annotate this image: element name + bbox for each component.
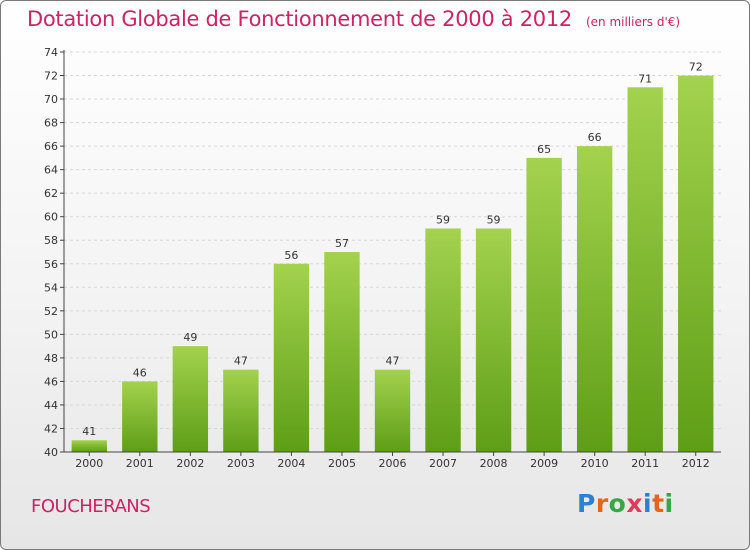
y-tick-label: 66 — [44, 140, 58, 153]
bar-value-label: 72 — [689, 61, 703, 74]
y-tick-label: 52 — [44, 305, 58, 318]
x-tick-label: 2004 — [277, 457, 305, 470]
bar — [172, 346, 209, 452]
x-tick-label: 2001 — [126, 457, 154, 470]
x-tick-label: 2008 — [480, 457, 508, 470]
y-tick-label: 72 — [44, 70, 58, 83]
title-text: Dotation Globale de Fonctionnement de 20… — [27, 7, 572, 31]
bars: 41 46 49 47 56 57 47 59 59 65 66 71 72 — [71, 61, 714, 452]
y-tick-label: 42 — [44, 422, 58, 435]
logo-letter: x — [626, 489, 643, 518]
bar-value-label: 59 — [436, 213, 450, 226]
bar-value-label: 57 — [335, 237, 349, 250]
x-axis: 2000 2001 2002 2003 2004 2005 2006 2007 2008 2009… — [64, 451, 721, 470]
y-tick-label: 62 — [44, 187, 58, 200]
x-tick-label: 2005 — [328, 457, 356, 470]
x-tick-label: 2003 — [227, 457, 255, 470]
commune-name: FOUCHERANS — [31, 496, 151, 517]
bar-value-label: 56 — [284, 249, 298, 262]
y-tick-label: 58 — [44, 234, 58, 247]
bar — [71, 440, 107, 452]
y-axis: 40 42 44 46 48 50 52 54 56 58 60 62 64 66 68 70 72 74 — [44, 46, 65, 459]
logo-letter: o — [608, 489, 627, 518]
x-tick-label: 2000 — [75, 457, 103, 470]
y-tick-label: 46 — [44, 375, 58, 388]
bar — [223, 369, 259, 452]
x-tick-label: 2010 — [581, 457, 609, 470]
x-tick-label: 2012 — [682, 457, 710, 470]
proxiti-logo: Proxiti — [577, 489, 674, 518]
bar-value-label: 66 — [588, 131, 602, 144]
y-tick-label: 68 — [44, 117, 58, 130]
y-tick-label: 74 — [44, 46, 58, 59]
y-tick-label: 70 — [44, 93, 58, 106]
bar-value-label: 49 — [183, 331, 197, 344]
bar — [273, 263, 310, 452]
bar-value-label: 47 — [234, 355, 248, 368]
bar — [678, 75, 714, 452]
x-tick-label: 2002 — [176, 457, 204, 470]
chart-title: Dotation Globale de Fonctionnement de 20… — [27, 7, 680, 31]
bar — [526, 157, 562, 452]
bar-value-label: 65 — [537, 143, 551, 156]
chart-subtitle: (en milliers d'€) — [585, 15, 681, 29]
y-tick-label: 60 — [44, 211, 58, 224]
bar-value-label: 46 — [133, 366, 147, 379]
y-tick-label: 64 — [44, 164, 58, 177]
y-tick-label: 56 — [44, 258, 58, 271]
bar — [576, 146, 613, 452]
logo-letter: r — [595, 489, 609, 518]
y-tick-label: 44 — [44, 399, 58, 412]
bar-value-label: 47 — [386, 355, 400, 368]
bar — [324, 252, 360, 452]
y-tick-label: 40 — [44, 446, 58, 459]
bar — [475, 228, 512, 452]
logo-letter: P — [577, 489, 596, 518]
x-tick-label: 2009 — [530, 457, 558, 470]
x-tick-label: 2007 — [429, 457, 457, 470]
bar — [374, 369, 411, 452]
x-tick-label: 2006 — [379, 457, 407, 470]
logo-letter: t — [652, 489, 665, 518]
bar — [122, 381, 158, 452]
bar-value-label: 59 — [487, 213, 501, 226]
bar — [627, 87, 663, 452]
logo-letter: i — [643, 489, 653, 518]
bar-value-label: 41 — [82, 425, 96, 438]
x-tick-label: 2011 — [631, 457, 659, 470]
y-tick-label: 54 — [44, 281, 58, 294]
bar-value-label: 71 — [638, 72, 652, 85]
y-tick-label: 50 — [44, 328, 58, 341]
bar — [425, 228, 461, 452]
y-tick-label: 48 — [44, 352, 58, 365]
logo-letter: i — [664, 489, 674, 518]
